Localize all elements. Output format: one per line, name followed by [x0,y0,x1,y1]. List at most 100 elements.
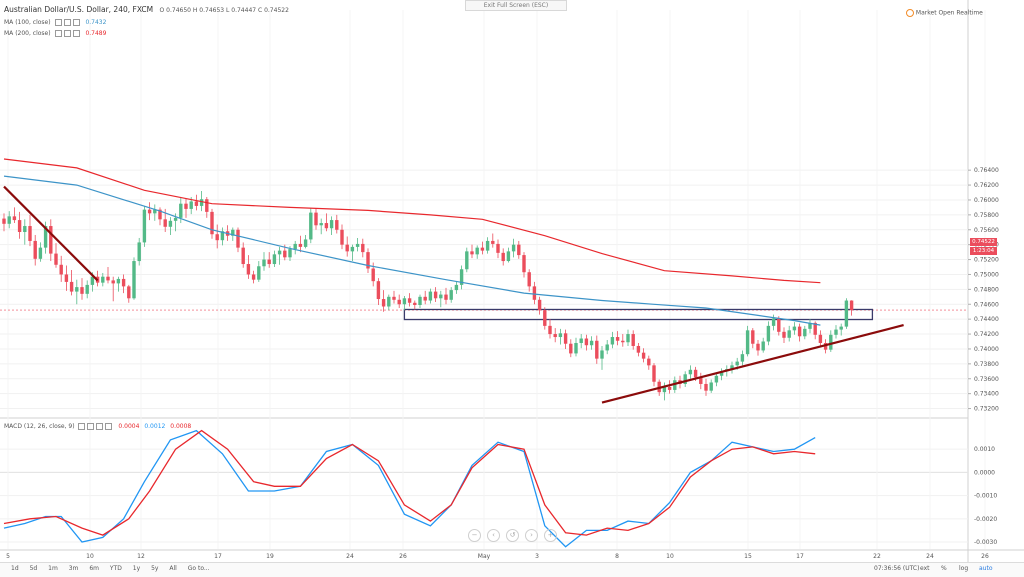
auto-toggle[interactable]: auto [979,565,993,572]
percent-toggle[interactable]: % [941,565,947,572]
timeframe-1d[interactable]: 1d [11,565,19,572]
trend-line [601,324,904,404]
legend-ma200[interactable]: MA (200, close) 0.7489 [4,30,106,37]
candle [210,211,214,235]
ma100-line [3,175,821,326]
candle [605,344,609,351]
candle [246,264,251,275]
settings-icon[interactable] [78,423,86,430]
candle [771,318,776,326]
candle [288,249,292,258]
timeframe-6m[interactable]: 6m [89,565,99,572]
candle [428,291,433,301]
candle [740,354,745,362]
grid [0,0,1024,562]
price-tick-label: 0.73200 [974,406,999,413]
timeframe-ytd[interactable]: YTD [109,565,122,572]
scroll-left-icon[interactable]: ‹ [487,529,500,542]
candle [688,369,693,375]
timeframe-bar: 1d 5d 1m 3m 6m YTD 1y 5y All Go to... [11,565,219,572]
timeframe-3m[interactable]: 3m [68,565,79,572]
candle [179,203,183,218]
candle [345,244,349,252]
settings-icon[interactable] [54,30,62,37]
time-tick-label: 24 [926,553,934,560]
clock-icon [906,9,914,17]
timeframe-5y[interactable]: 5y [151,565,159,572]
candle [387,296,391,307]
price-tick-label: 0.74000 [974,346,999,353]
candle [7,216,11,224]
legend-ma100[interactable]: MA (100, close) 0.7432 [4,19,106,26]
candle [600,350,604,359]
settings-icon[interactable] [54,19,62,26]
legend-macd[interactable]: MACD (12, 26, close, 9) 0.0004 0.0012 0.… [4,423,191,430]
candle [49,226,53,254]
candle [381,299,386,307]
zoom-in-icon[interactable]: + [544,529,557,542]
candle [470,251,474,255]
candle [714,375,719,383]
exit-fullscreen-label: Exit Full Screen (ESC) [483,2,549,9]
candle [636,345,641,353]
ext-toggle[interactable]: ext [920,565,930,572]
market-status: Market Open Realtime [906,9,983,17]
candle [137,242,141,262]
timeframe-5d[interactable]: 5d [29,565,38,572]
timeframe-1m[interactable]: 1m [48,565,58,572]
candle [64,274,69,282]
candle [569,343,573,354]
log-toggle[interactable]: log [959,565,969,572]
reset-icon[interactable]: ↺ [506,529,519,542]
candle [792,326,797,331]
candle [615,337,620,341]
bottom-toolbar [0,562,1024,577]
candle [298,243,303,247]
candle [199,199,204,206]
close-icon[interactable] [72,30,80,37]
macd-label: MACD (12, 26, close, 9) [4,423,75,430]
time-tick-label: 10 [86,553,94,560]
candle [735,361,739,366]
candle [251,274,256,280]
more-icon[interactable] [105,423,113,430]
visibility-icon[interactable] [87,423,95,430]
candle [647,358,651,366]
candle [454,284,459,291]
candle [28,226,32,241]
candle [480,247,485,251]
visibility-icon[interactable] [63,30,71,37]
ohlc-values: O 0.74650 H 0.74653 L 0.74447 C 0.74522 [159,7,289,14]
candle [376,281,381,300]
ma200-label: MA (200, close) [4,30,51,37]
candle [324,223,329,229]
close-icon[interactable] [72,19,80,26]
candle [163,219,167,227]
close-icon[interactable] [96,423,104,430]
last-price-value: 0.74522 [972,239,995,245]
candle [69,281,74,292]
candle [813,322,817,335]
macd-value: 0.0012 [144,423,166,430]
candle [834,329,838,335]
candle [309,212,313,240]
candle [662,386,667,393]
time-tick-label: 5 [6,553,10,560]
candle [673,380,677,390]
macd-tick-label: -0.0010 [974,493,997,500]
candle [314,212,318,226]
visibility-icon[interactable] [63,19,71,26]
candle [153,209,157,214]
timeframe-all[interactable]: All [169,565,177,572]
candle [829,334,833,350]
candle [522,255,526,273]
candle [397,299,401,305]
candle [667,386,672,390]
price-axis: 0.73200 0.73400 0.73600 0.73800 0.74000 0.742… [968,167,999,546]
zoom-out-icon[interactable]: − [468,529,481,542]
exit-fullscreen-button[interactable]: Exit Full Screen (ESC) [465,0,567,11]
go-to-button[interactable]: Go to... [187,565,210,572]
scroll-right-icon[interactable]: › [525,529,538,542]
timeframe-1y[interactable]: 1y [132,565,141,572]
